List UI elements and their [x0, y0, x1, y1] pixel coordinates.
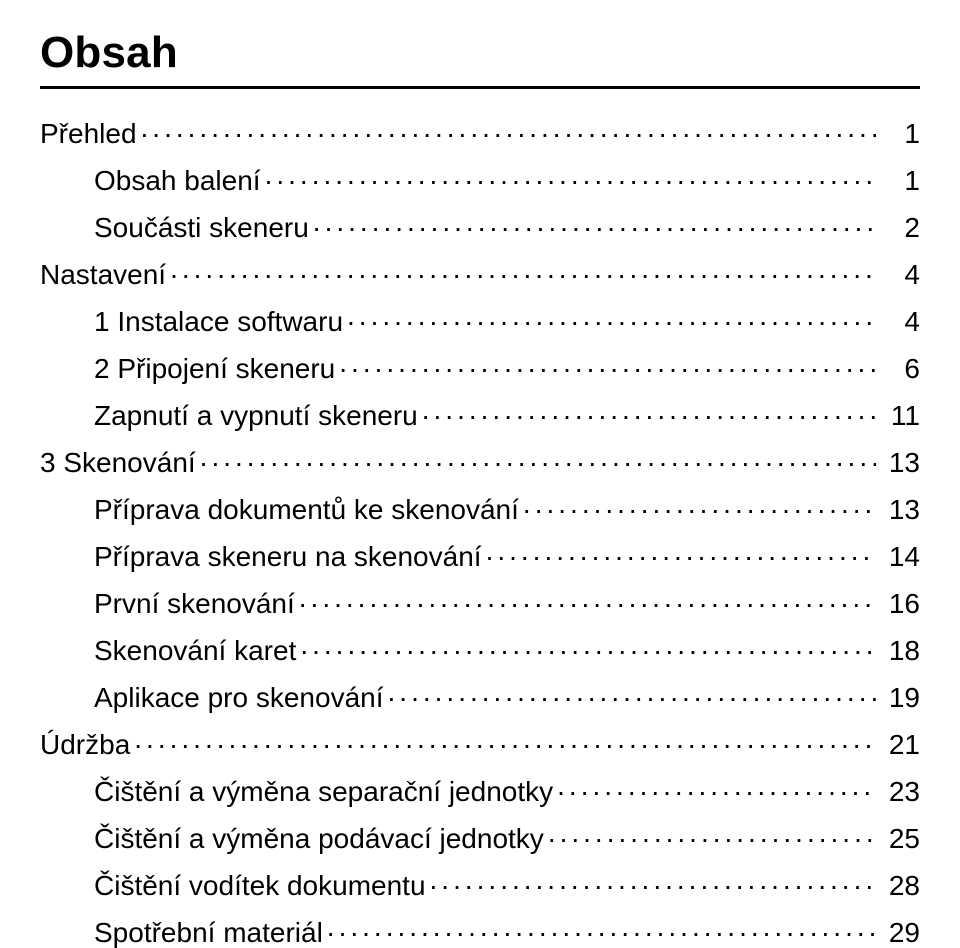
toc-entry-page: 2 — [880, 214, 920, 242]
toc-row: Přehled 1 — [40, 115, 920, 148]
toc-entry-page: 19 — [880, 684, 920, 712]
toc-row: Spotřební materiál 29 — [94, 914, 920, 947]
toc-entry-page: 28 — [880, 872, 920, 900]
toc-row: Příprava dokumentů ke skenování 13 — [94, 491, 920, 524]
toc-entry-page: 21 — [880, 731, 920, 759]
toc-leader-dots — [327, 914, 876, 942]
toc-entry-page: 29 — [880, 919, 920, 947]
toc-leader-dots — [299, 585, 876, 613]
toc-row: Čištění a výměna podávací jednotky 25 — [94, 820, 920, 853]
page-title: Obsah — [40, 28, 920, 78]
toc-entry-page: 18 — [880, 637, 920, 665]
toc-entry-label: Aplikace pro skenování — [94, 684, 384, 712]
toc-leader-dots — [422, 397, 876, 425]
toc-entry-label: Zapnutí a vypnutí skeneru — [94, 402, 418, 430]
toc-row: Údržba 21 — [40, 726, 920, 759]
toc-row: Skenování karet 18 — [94, 632, 920, 665]
toc-entry-page: 14 — [880, 543, 920, 571]
toc-entry-label: Přehled — [40, 120, 137, 148]
toc-entry-page: 11 — [880, 402, 920, 430]
toc-entry-page: 4 — [880, 308, 920, 336]
toc-row: První skenování 16 — [94, 585, 920, 618]
toc-entry-label: Údržba — [40, 731, 130, 759]
toc-row: Obsah balení 1 — [94, 162, 920, 195]
toc-leader-dots — [486, 538, 876, 566]
toc-entry-label: Příprava skeneru na skenování — [94, 543, 482, 571]
toc-entry-page: 1 — [880, 167, 920, 195]
toc-leader-dots — [313, 209, 876, 237]
toc-leader-dots — [523, 491, 876, 519]
toc-entry-label: Čištění a výměna podávací jednotky — [94, 825, 544, 853]
table-of-contents: Přehled 1 Obsah balení 1 Součásti skeneru 2 Na… — [40, 115, 920, 947]
toc-entry-label: Nastavení — [40, 261, 166, 289]
toc-row: Nastavení 4 — [40, 256, 920, 289]
toc-entry-label: První skenování — [94, 590, 295, 618]
toc-entry-label: Skenování karet — [94, 637, 296, 665]
toc-row: 3 Skenování 13 — [40, 444, 920, 477]
toc-row: Zapnutí a vypnutí skeneru 11 — [94, 397, 920, 430]
toc-leader-dots — [347, 303, 876, 331]
toc-entry-label: Čištění vodítek dokumentu — [94, 872, 426, 900]
toc-entry-label: Příprava dokumentů ke skenování — [94, 496, 519, 524]
toc-row: Čištění a výměna separační jednotky 23 — [94, 773, 920, 806]
toc-row: 2 Připojení skeneru 6 — [94, 350, 920, 383]
toc-leader-dots — [300, 632, 876, 660]
toc-row: Součásti skeneru 2 — [94, 209, 920, 242]
toc-row: Příprava skeneru na skenování 14 — [94, 538, 920, 571]
toc-entry-label: Čištění a výměna separační jednotky — [94, 778, 553, 806]
toc-entry-page: 13 — [880, 496, 920, 524]
document-page: Obsah Přehled 1 Obsah balení 1 Součásti sken… — [0, 0, 960, 841]
toc-entry-label: Součásti skeneru — [94, 214, 309, 242]
toc-entry-label: 3 Skenování — [40, 449, 196, 477]
toc-entry-page: 6 — [880, 355, 920, 383]
toc-row: 1 Instalace softwaru 4 — [94, 303, 920, 336]
toc-leader-dots — [170, 256, 876, 284]
toc-entry-page: 1 — [880, 120, 920, 148]
toc-leader-dots — [339, 350, 876, 378]
toc-entry-label: Obsah balení — [94, 167, 261, 195]
toc-row: Aplikace pro skenování 19 — [94, 679, 920, 712]
toc-row: Čištění vodítek dokumentu 28 — [94, 867, 920, 900]
toc-entry-page: 23 — [880, 778, 920, 806]
toc-entry-page: 4 — [880, 261, 920, 289]
toc-leader-dots — [265, 162, 876, 190]
toc-leader-dots — [200, 444, 876, 472]
toc-entry-label: Spotřební materiál — [94, 919, 323, 947]
toc-leader-dots — [557, 773, 876, 801]
title-rule — [40, 86, 920, 89]
toc-entry-label: 1 Instalace softwaru — [94, 308, 343, 336]
toc-leader-dots — [141, 115, 876, 143]
toc-entry-page: 25 — [880, 825, 920, 853]
toc-entry-page: 16 — [880, 590, 920, 618]
toc-leader-dots — [388, 679, 876, 707]
toc-entry-page: 13 — [880, 449, 920, 477]
toc-entry-label: 2 Připojení skeneru — [94, 355, 335, 383]
toc-leader-dots — [548, 820, 876, 848]
toc-leader-dots — [430, 867, 876, 895]
toc-leader-dots — [134, 726, 876, 754]
